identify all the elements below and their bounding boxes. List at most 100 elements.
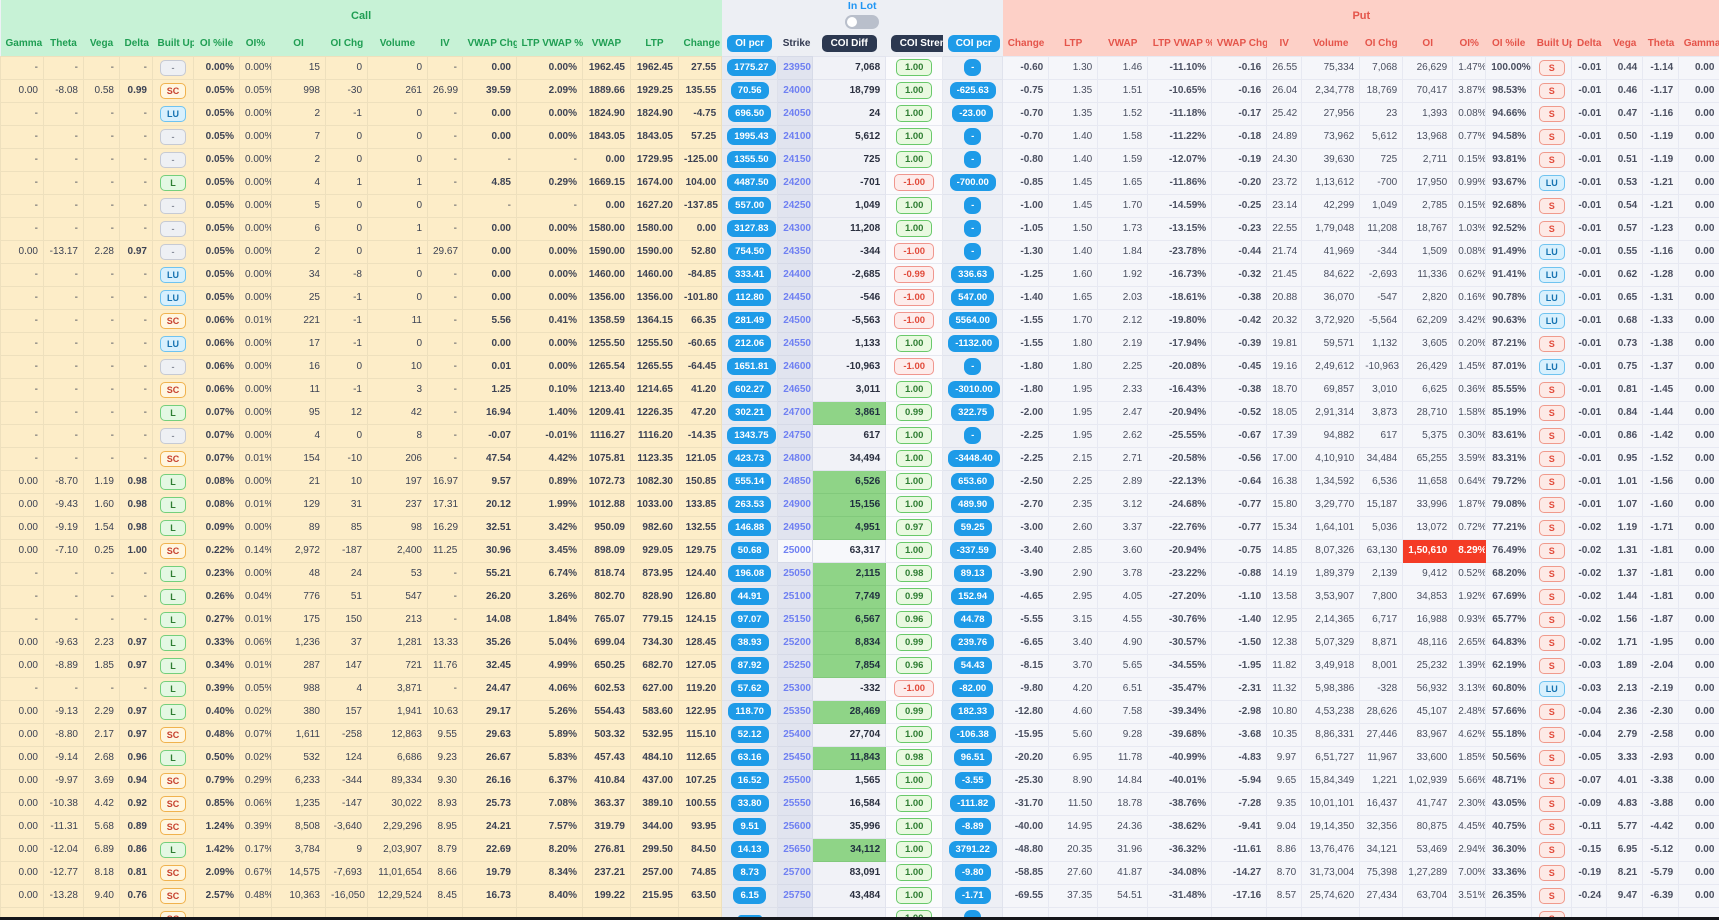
coi-pcr-badge[interactable]: 239.76: [951, 634, 995, 651]
coi-pcr-badge[interactable]: 3791.22: [948, 841, 997, 858]
coi-strength-badge[interactable]: 0.99: [895, 634, 933, 651]
built-up-badge[interactable]: -: [160, 220, 186, 237]
coi-strength-badge[interactable]: 1.00: [895, 335, 933, 352]
built-up-badge[interactable]: LU: [1538, 680, 1565, 697]
built-up-badge[interactable]: S: [1538, 703, 1565, 720]
coi-strength-badge[interactable]: 0.97: [895, 519, 933, 536]
oi-pcr-badge[interactable]: 8.73: [733, 864, 766, 881]
built-up-badge[interactable]: L: [160, 174, 186, 191]
coi-strength-badge[interactable]: -1.00: [894, 174, 935, 191]
cell-strike[interactable]: 24250: [777, 193, 814, 218]
oi-pcr-badge[interactable]: 112.80: [728, 289, 771, 306]
cell-strike[interactable]: 24550: [777, 331, 814, 356]
cell-strike[interactable]: 24750: [777, 423, 814, 448]
built-up-badge[interactable]: S: [1538, 657, 1565, 674]
cell-strike[interactable]: 24650: [777, 377, 814, 402]
coi-pcr-badge[interactable]: -3448.40: [948, 450, 1000, 467]
built-up-badge[interactable]: S: [1538, 818, 1565, 835]
built-up-badge[interactable]: L: [160, 496, 186, 513]
coi-pcr-badge[interactable]: -3.55: [954, 772, 991, 789]
oi-pcr-badge[interactable]: 1343.75: [727, 427, 776, 444]
coi-strength-header-badge[interactable]: COI Strength: [890, 35, 943, 53]
oi-pcr-badge[interactable]: [737, 915, 762, 917]
coi-pcr-header-badge[interactable]: COI pcr: [947, 35, 1000, 53]
built-up-badge[interactable]: S: [1538, 473, 1565, 490]
cell-strike[interactable]: 24100: [777, 124, 814, 149]
built-up-badge[interactable]: L: [160, 703, 186, 720]
oi-pcr-badge[interactable]: 1775.27: [727, 59, 776, 76]
built-up-badge[interactable]: S: [1538, 772, 1565, 789]
built-up-badge[interactable]: SC: [160, 82, 186, 99]
oi-pcr-badge[interactable]: 44.91: [730, 588, 769, 605]
coi-pcr-badge[interactable]: -106.38: [949, 726, 996, 743]
cell-strike[interactable]: 25150: [777, 607, 814, 632]
oi-pcr-badge[interactable]: 3127.83: [727, 220, 776, 237]
built-up-badge[interactable]: S: [1538, 634, 1565, 651]
oi-pcr-badge[interactable]: 50.68: [730, 542, 769, 559]
built-up-badge[interactable]: S: [1538, 381, 1565, 398]
cell-strike[interactable]: 25700: [777, 860, 814, 885]
built-up-badge[interactable]: S: [1538, 105, 1565, 122]
built-up-badge[interactable]: L: [160, 611, 186, 628]
cell-strike[interactable]: 24300: [777, 216, 814, 241]
coi-pcr-badge[interactable]: -337.59: [949, 542, 996, 559]
oi-pcr-badge[interactable]: 302.21: [728, 404, 772, 421]
oi-pcr-badge[interactable]: 52.12: [730, 726, 769, 743]
built-up-badge[interactable]: SC: [160, 887, 186, 904]
built-up-badge[interactable]: -: [160, 243, 186, 260]
built-up-badge[interactable]: S: [1538, 151, 1565, 168]
cell-strike[interactable]: 25000: [777, 538, 814, 563]
built-up-badge[interactable]: SC: [160, 381, 186, 398]
coi-strength-badge[interactable]: -1.00: [894, 312, 935, 329]
built-up-badge[interactable]: LU: [1538, 358, 1565, 375]
coi-strength-badge[interactable]: 0.98: [895, 565, 933, 582]
built-up-badge[interactable]: L: [160, 680, 186, 697]
coi-pcr-badge[interactable]: 152.94: [951, 588, 995, 605]
built-up-badge[interactable]: SC: [160, 795, 186, 812]
built-up-badge[interactable]: SC: [160, 542, 186, 559]
built-up-badge[interactable]: SC: [160, 864, 186, 881]
oi-pcr-badge[interactable]: 333.41: [728, 266, 772, 283]
cell-strike[interactable]: 25450: [777, 745, 814, 770]
cell-strike[interactable]: 25400: [777, 722, 814, 747]
oi-pcr-badge[interactable]: 63.16: [730, 749, 769, 766]
oi-pcr-header-badge[interactable]: OI pcr: [727, 35, 773, 53]
coi-strength-badge[interactable]: 0.99: [895, 404, 933, 421]
built-up-badge[interactable]: S: [1538, 864, 1565, 881]
built-up-badge[interactable]: LU: [160, 335, 186, 352]
coi-diff-header-badge[interactable]: COI Diff: [821, 35, 877, 53]
oi-pcr-badge[interactable]: 212.06: [728, 335, 772, 352]
cell-strike[interactable]: 25250: [777, 653, 814, 678]
oi-pcr-badge[interactable]: 1995.43: [727, 128, 776, 145]
coi-pcr-badge[interactable]: -: [964, 220, 982, 237]
built-up-badge[interactable]: L: [160, 841, 186, 858]
cell-strike[interactable]: 25500: [777, 768, 814, 793]
built-up-badge[interactable]: -: [160, 358, 186, 375]
built-up-badge[interactable]: LU: [160, 105, 186, 122]
built-up-badge[interactable]: LU: [1538, 289, 1565, 306]
coi-strength-badge[interactable]: 1.00: [895, 473, 933, 490]
cell-strike[interactable]: [777, 906, 814, 917]
built-up-badge[interactable]: L: [160, 404, 186, 421]
coi-strength-badge[interactable]: 1.00: [895, 82, 933, 99]
coi-pcr-badge[interactable]: -625.63: [949, 82, 996, 99]
coi-pcr-badge[interactable]: 96.51: [953, 749, 992, 766]
coi-pcr-badge[interactable]: -700.00: [949, 174, 996, 191]
coi-strength-badge[interactable]: 0.99: [895, 588, 933, 605]
coi-strength-badge[interactable]: 1.00: [895, 220, 933, 237]
cell-strike[interactable]: 24800: [777, 446, 814, 471]
built-up-badge[interactable]: S: [1538, 910, 1565, 917]
built-up-badge[interactable]: -: [160, 427, 186, 444]
coi-strength-badge[interactable]: 1.00: [895, 910, 933, 917]
cell-strike[interactable]: 25600: [777, 814, 814, 839]
oi-pcr-badge[interactable]: 57.62: [730, 680, 769, 697]
coi-pcr-badge[interactable]: 182.33: [951, 703, 995, 720]
coi-pcr-badge[interactable]: -: [964, 358, 982, 375]
built-up-badge[interactable]: LU: [1538, 243, 1565, 260]
oi-pcr-badge[interactable]: 4487.50: [727, 174, 776, 191]
built-up-badge[interactable]: L: [160, 565, 186, 582]
built-up-badge[interactable]: S: [1538, 82, 1565, 99]
coi-strength-badge[interactable]: -1.00: [894, 358, 935, 375]
coi-pcr-badge[interactable]: -: [964, 151, 982, 168]
coi-strength-badge[interactable]: 1.00: [895, 887, 933, 904]
